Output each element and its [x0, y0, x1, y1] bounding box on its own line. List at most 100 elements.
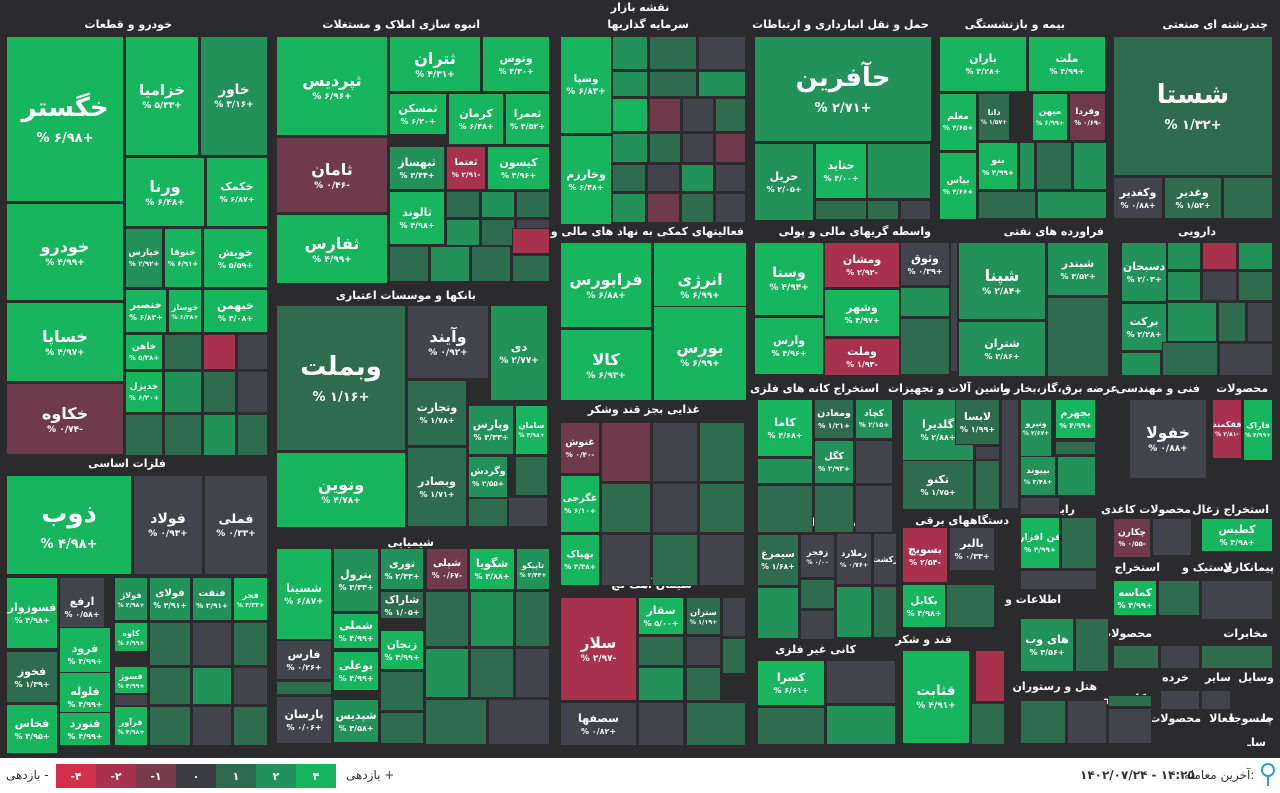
- tile-unlabeled[interactable]: [1162, 342, 1218, 376]
- tile[interactable]: قثابت % ۴/۹۱+: [902, 650, 970, 744]
- tile[interactable]: ثعمرا % ۴/۵۲+: [505, 93, 550, 145]
- tile-unlabeled[interactable]: [1219, 343, 1273, 376]
- tile[interactable]: ثعتما % ۲/۹۱-: [446, 146, 486, 190]
- tile[interactable]: بوعلی % ۴/۹۹+: [333, 651, 379, 691]
- tile-unlabeled[interactable]: [647, 193, 680, 223]
- tile[interactable]: زنجان% ۴/۹۹+: [380, 630, 424, 670]
- tile[interactable]: سلار % ۲/۹۷-: [560, 597, 637, 701]
- tile[interactable]: پترول % ۳/۳۳+: [333, 548, 379, 612]
- tile-unlabeled[interactable]: [800, 610, 835, 640]
- tile-unlabeled[interactable]: [1019, 142, 1035, 190]
- tile[interactable]: شستا % ۱/۳۲+: [1113, 36, 1273, 176]
- tile[interactable]: زملارد % ۰/۷۶+: [836, 533, 872, 585]
- tile[interactable]: ثمسکن % ۶/۲۰+: [389, 93, 447, 135]
- tile-unlabeled[interactable]: [855, 485, 893, 533]
- tile-unlabeled[interactable]: [470, 591, 514, 647]
- tile-unlabeled[interactable]: [638, 636, 684, 666]
- legend-level[interactable]: ۱: [216, 764, 256, 788]
- tile-unlabeled[interactable]: [652, 483, 698, 533]
- tile-unlabeled[interactable]: [681, 193, 714, 223]
- tile[interactable]: ونوین% ۴/۷۸+: [276, 452, 406, 528]
- tile[interactable]: ثبهساز % ۳/۴۴+: [389, 146, 445, 190]
- tile-unlabeled[interactable]: [203, 334, 236, 370]
- tile-unlabeled[interactable]: [380, 712, 424, 744]
- legend-level[interactable]: ۴: [296, 764, 336, 788]
- tile-unlabeled[interactable]: [1201, 645, 1273, 669]
- tile-unlabeled[interactable]: [203, 371, 236, 413]
- tile[interactable]: ومعادن % ۱/۲۱+: [814, 399, 854, 439]
- tile[interactable]: وبملت % ۱/۱۶+: [276, 305, 406, 451]
- tile[interactable]: معلم % ۴/۶۵+: [939, 93, 977, 151]
- tile-unlabeled[interactable]: [1061, 517, 1097, 569]
- tile[interactable]: ستران% ۱/۱۹+: [686, 597, 721, 635]
- tile-unlabeled[interactable]: [826, 660, 896, 704]
- tile[interactable]: کرمان % ۶/۴۸+: [448, 93, 504, 145]
- tile-unlabeled[interactable]: [1160, 645, 1200, 669]
- tile[interactable]: فقکمند % ۲/۸۱-: [1212, 399, 1242, 459]
- tile[interactable]: خاهن % ۵/۲۸+: [125, 334, 163, 370]
- tile[interactable]: ملت % ۴/۹۹+: [1028, 36, 1106, 92]
- tile-unlabeled[interactable]: [815, 200, 867, 220]
- tile-unlabeled[interactable]: [950, 242, 958, 372]
- tile[interactable]: ومشان % ۲/۹۲-: [824, 242, 900, 288]
- tile-unlabeled[interactable]: [686, 702, 746, 746]
- tile-unlabeled[interactable]: [470, 648, 514, 698]
- tile-unlabeled[interactable]: [682, 98, 714, 132]
- tile[interactable]: شتران % ۲/۸۶+: [958, 321, 1046, 377]
- tile-unlabeled[interactable]: [814, 485, 854, 533]
- tile[interactable]: کسرا % ۶/۶۱+: [757, 660, 825, 706]
- tile[interactable]: ثتران% ۴/۳۱+: [389, 36, 481, 92]
- tile[interactable]: فخاس % ۴/۹۵+: [6, 704, 58, 754]
- tile-unlabeled[interactable]: [471, 246, 511, 282]
- tile[interactable]: خوساز% ۶/۳۸+: [168, 289, 202, 333]
- tile-unlabeled[interactable]: [512, 255, 550, 282]
- tile-unlabeled[interactable]: [612, 193, 646, 223]
- tile-unlabeled[interactable]: [1167, 271, 1201, 301]
- tile[interactable]: خاور % ۳/۱۶+: [200, 36, 268, 156]
- tile-unlabeled[interactable]: [430, 246, 470, 282]
- tile[interactable]: کالا% ۶/۹۳+: [560, 329, 652, 401]
- tile-unlabeled[interactable]: [649, 36, 697, 70]
- tile-unlabeled[interactable]: [647, 164, 680, 192]
- tile-unlabeled[interactable]: [699, 422, 745, 482]
- tile[interactable]: فرابورس% ۶/۸۸+: [560, 242, 652, 328]
- tile[interactable]: خپارس % ۲/۹۲+: [125, 228, 163, 288]
- tile-unlabeled[interactable]: [649, 133, 681, 163]
- tile[interactable]: فخوز % ۱/۳۹+: [6, 651, 58, 703]
- tile[interactable]: بجهرم % ۴/۹۹+: [1055, 399, 1096, 439]
- tile-unlabeled[interactable]: [699, 483, 745, 533]
- tile-unlabeled[interactable]: [1001, 399, 1019, 509]
- tile-unlabeled[interactable]: [512, 228, 550, 254]
- tile-unlabeled[interactable]: [192, 667, 232, 705]
- tile-unlabeled[interactable]: [380, 671, 424, 711]
- tile-unlabeled[interactable]: [601, 422, 651, 482]
- tile[interactable]: خزامیا% ۵/۳۳+: [125, 36, 199, 156]
- tile-unlabeled[interactable]: [233, 706, 268, 746]
- tile-unlabeled[interactable]: [481, 219, 515, 246]
- tile[interactable]: خفولا % ۰/۸۸+: [1129, 399, 1207, 479]
- tile[interactable]: تکنو % ۱/۷۵+: [902, 460, 974, 510]
- tile-unlabeled[interactable]: [515, 456, 548, 496]
- tile-unlabeled[interactable]: [446, 191, 480, 218]
- tile[interactable]: وگردش % ۳/۵۵+: [468, 456, 508, 498]
- tile[interactable]: چکارن % ۰/۵۵-: [1113, 518, 1151, 558]
- tile-unlabeled[interactable]: [1020, 570, 1097, 590]
- tile-unlabeled[interactable]: [1108, 695, 1152, 707]
- tile[interactable]: بورس % ۶/۹۹+: [653, 306, 747, 401]
- tile[interactable]: نوری% ۲/۴۳+: [380, 548, 424, 590]
- tile[interactable]: فاراک % ۴/۹۹+: [1243, 399, 1273, 461]
- tile[interactable]: وپارس % ۳/۳۳+: [468, 405, 514, 455]
- tile-unlabeled[interactable]: [1047, 297, 1109, 377]
- tile-unlabeled[interactable]: [1067, 700, 1107, 744]
- tile[interactable]: ختوقا % ۶/۹۱+: [164, 228, 202, 288]
- tile[interactable]: سامان % ۴/۹۸+: [515, 405, 548, 455]
- tile-unlabeled[interactable]: [715, 164, 746, 192]
- tile[interactable]: باران % ۴/۲۸+: [939, 36, 1027, 92]
- tile[interactable]: فرآور% ۴/۹۸+: [114, 706, 148, 746]
- tile-unlabeled[interactable]: [900, 287, 950, 317]
- tile-unlabeled[interactable]: [1167, 242, 1201, 270]
- tile[interactable]: شپنا% ۲/۸۴+: [958, 242, 1046, 320]
- tile-unlabeled[interactable]: [652, 422, 698, 482]
- tile[interactable]: حتاید % ۴/۰۰+: [815, 143, 867, 199]
- tile-unlabeled[interactable]: [237, 371, 268, 413]
